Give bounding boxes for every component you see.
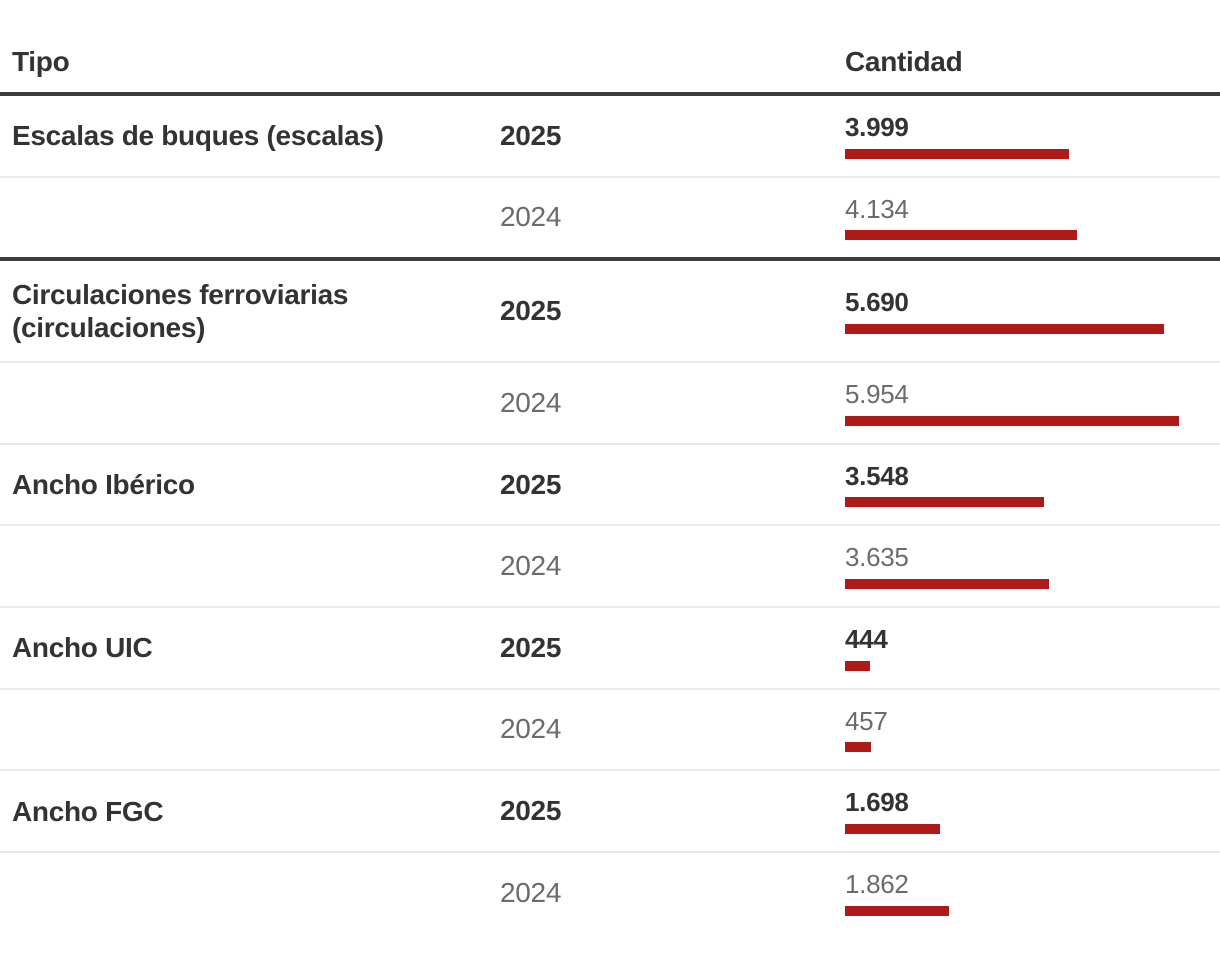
value-label: 1.698 — [845, 787, 909, 818]
table-row: Escalas de buques (escalas) 2025 3.999 — [0, 96, 1220, 178]
column-header-cantidad: Cantidad — [845, 46, 963, 77]
year-label: 2025 — [500, 468, 562, 500]
table-row: 2024 457 — [0, 690, 1220, 772]
table-row: Ancho Ibérico 2025 3.548 — [0, 445, 1220, 527]
category-label: Ancho UIC — [12, 632, 153, 664]
value-bar — [845, 742, 871, 753]
value-label: 3.548 — [845, 460, 909, 491]
value-label: 3.999 — [845, 112, 909, 142]
value-cell: 5.954 — [845, 380, 1220, 426]
table-row: 2024 4.134 — [0, 178, 1220, 262]
year-label: 2024 — [500, 201, 562, 233]
value-bar — [845, 823, 940, 834]
value-label: 457 — [845, 705, 888, 736]
year-label: 2025 — [500, 295, 562, 327]
value-bar — [845, 148, 1069, 159]
category-label: Ancho Ibérico — [12, 469, 195, 501]
year-label: 2025 — [500, 119, 562, 151]
year-label: 2024 — [500, 550, 562, 582]
value-label: 3.635 — [845, 542, 909, 573]
value-bar — [845, 230, 1077, 241]
year-label: 2025 — [500, 795, 562, 827]
value-cell: 3.635 — [845, 542, 1220, 590]
category-label: Circulaciones ferroviarias (circulacione… — [12, 279, 349, 344]
value-label: 5.690 — [845, 287, 909, 318]
value-label: 1.862 — [845, 869, 909, 900]
value-bar — [845, 324, 1164, 335]
table-row: Ancho FGC 2025 1.698 — [0, 771, 1220, 853]
value-cell: 5.690 — [845, 287, 1220, 335]
table-header-row: Tipo Cantidad — [0, 0, 1220, 96]
value-cell: 457 — [845, 707, 1220, 753]
value-cell: 1.862 — [845, 870, 1220, 916]
table-row: Circulaciones ferroviarias (circulacione… — [0, 261, 1220, 364]
value-cell: 3.999 — [845, 113, 1220, 159]
table-row: 2024 5.954 — [0, 363, 1220, 445]
year-label: 2024 — [500, 713, 562, 745]
value-label: 444 — [845, 624, 888, 655]
year-label: 2024 — [500, 876, 562, 908]
table-body: Escalas de buques (escalas) 2025 3.999 2… — [0, 96, 1220, 933]
category-label: Escalas de buques (escalas) — [12, 120, 384, 152]
value-bar — [845, 660, 870, 671]
value-cell: 3.548 — [845, 462, 1220, 508]
value-cell: 444 — [845, 625, 1220, 671]
value-cell: 1.698 — [845, 788, 1220, 834]
year-label: 2025 — [500, 631, 562, 663]
table-row: 2024 1.862 — [0, 853, 1220, 933]
column-header-tipo: Tipo — [12, 46, 70, 77]
value-label: 5.954 — [845, 379, 909, 410]
table-row: Ancho UIC 2025 444 — [0, 608, 1220, 690]
value-bar — [845, 497, 1044, 508]
value-label: 4.134 — [845, 193, 909, 224]
table-row: 2024 3.635 — [0, 526, 1220, 609]
value-bar — [845, 905, 949, 916]
category-label: Ancho FGC — [12, 795, 164, 827]
value-cell: 4.134 — [845, 193, 1220, 241]
year-label: 2024 — [500, 387, 562, 419]
value-bar — [845, 415, 1179, 426]
value-bar — [845, 579, 1049, 590]
